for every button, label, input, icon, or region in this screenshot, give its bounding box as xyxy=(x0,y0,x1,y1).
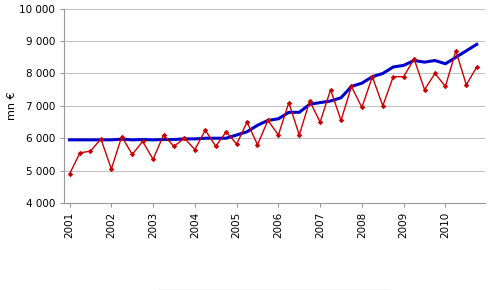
Årets utgifter xyxy=(307,99,313,103)
Årets inkomster xyxy=(265,119,271,122)
Årets utgifter xyxy=(369,75,375,78)
Årets utgifter xyxy=(150,157,156,161)
Årets utgifter xyxy=(411,57,417,61)
Årets inkomster xyxy=(369,75,375,78)
Årets inkomster xyxy=(67,138,73,142)
Årets inkomster xyxy=(286,110,292,114)
Årets inkomster xyxy=(88,138,94,142)
Årets utgifter xyxy=(348,85,354,88)
Y-axis label: mn €: mn € xyxy=(6,92,17,120)
Årets utgifter xyxy=(328,88,334,91)
Årets utgifter xyxy=(234,142,240,146)
Årets inkomster xyxy=(474,43,480,46)
Årets inkomster xyxy=(182,137,188,141)
Årets utgifter xyxy=(213,145,219,148)
Årets utgifter xyxy=(171,145,177,148)
Årets inkomster xyxy=(244,130,250,133)
Årets inkomster xyxy=(453,55,459,59)
Årets inkomster xyxy=(359,81,365,85)
Årets utgifter xyxy=(108,167,114,171)
Årets inkomster xyxy=(150,138,156,142)
Årets utgifter xyxy=(265,119,271,122)
Årets utgifter xyxy=(297,133,302,137)
Årets utgifter xyxy=(463,83,469,86)
Årets utgifter xyxy=(98,137,104,141)
Årets utgifter xyxy=(244,120,250,124)
Årets utgifter xyxy=(160,133,166,137)
Årets inkomster xyxy=(348,85,354,88)
Årets inkomster xyxy=(275,117,281,121)
Årets inkomster xyxy=(119,137,125,141)
Årets inkomster xyxy=(380,72,386,75)
Årets utgifter xyxy=(182,137,188,140)
Årets utgifter xyxy=(432,72,438,75)
Årets inkomster xyxy=(77,138,83,142)
Årets utgifter xyxy=(390,75,396,78)
Årets utgifter xyxy=(77,151,83,155)
Årets utgifter xyxy=(275,133,281,137)
Årets utgifter xyxy=(129,153,135,156)
Årets inkomster xyxy=(234,133,240,137)
Årets inkomster xyxy=(317,101,323,104)
Årets inkomster xyxy=(432,59,438,62)
Årets utgifter xyxy=(223,130,229,133)
Årets utgifter xyxy=(317,120,323,124)
Årets inkomster xyxy=(463,49,469,52)
Årets inkomster xyxy=(254,124,260,127)
Årets utgifter xyxy=(359,106,365,109)
Årets utgifter xyxy=(422,88,428,91)
Årets inkomster xyxy=(390,65,396,69)
Line: Årets utgifter: Årets utgifter xyxy=(68,49,479,176)
Årets inkomster xyxy=(338,96,344,99)
Årets utgifter xyxy=(443,85,448,88)
Årets utgifter xyxy=(140,140,146,143)
Årets inkomster xyxy=(411,59,417,62)
Årets inkomster xyxy=(108,138,114,142)
Årets inkomster xyxy=(223,137,229,140)
Årets inkomster xyxy=(202,137,208,140)
Årets inkomster xyxy=(129,138,135,142)
Årets utgifter xyxy=(192,148,198,151)
Årets utgifter xyxy=(453,49,459,52)
Årets utgifter xyxy=(202,128,208,132)
Årets inkomster xyxy=(192,137,198,141)
Årets inkomster xyxy=(213,137,219,140)
Årets utgifter xyxy=(88,149,94,153)
Årets inkomster xyxy=(171,138,177,141)
Årets utgifter xyxy=(119,135,125,138)
Årets inkomster xyxy=(98,138,104,142)
Årets utgifter xyxy=(338,119,344,122)
Årets inkomster xyxy=(297,110,302,114)
Årets inkomster xyxy=(160,138,166,141)
Årets utgifter xyxy=(380,104,386,108)
Årets inkomster xyxy=(328,99,334,103)
Årets inkomster xyxy=(307,102,313,106)
Årets inkomster xyxy=(443,62,448,66)
Årets utgifter xyxy=(67,172,73,175)
Årets utgifter xyxy=(286,101,292,104)
Årets utgifter xyxy=(474,65,480,69)
Årets inkomster xyxy=(140,138,146,141)
Årets inkomster xyxy=(422,60,428,64)
Årets inkomster xyxy=(400,64,406,67)
Årets utgifter xyxy=(254,143,260,146)
Line: Årets inkomster: Årets inkomster xyxy=(70,44,477,140)
Årets utgifter xyxy=(400,75,406,78)
